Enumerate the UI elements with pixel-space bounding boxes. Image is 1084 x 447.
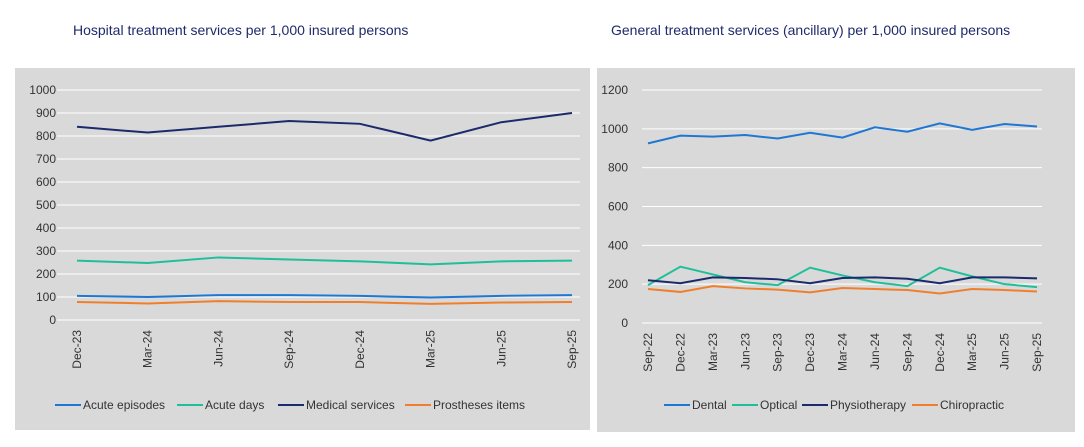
x-tick-label: Dec-24 bbox=[353, 330, 367, 369]
legend-label: Optical bbox=[760, 398, 797, 412]
x-tick-label: Sep-25 bbox=[565, 330, 579, 369]
chart-title-general: General treatment services (ancillary) p… bbox=[611, 22, 1011, 38]
series-line-medical-services bbox=[76, 112, 573, 142]
y-tick-label: 600 bbox=[36, 175, 56, 189]
y-tick-label: 700 bbox=[36, 152, 56, 166]
y-tick-label: 1000 bbox=[29, 83, 56, 97]
legend-label: Acute days bbox=[205, 398, 264, 412]
x-tick-label: Sep-24 bbox=[282, 330, 296, 369]
y-tick-label: 200 bbox=[608, 277, 628, 291]
x-tick-label: Mar-24 bbox=[836, 333, 850, 371]
chart-title-hospital: Hospital treatment services per 1,000 in… bbox=[73, 22, 409, 38]
x-tick-label: Dec-23 bbox=[70, 330, 84, 369]
x-tick-label: Mar-23 bbox=[706, 333, 720, 371]
x-tick-label: Dec-23 bbox=[803, 333, 817, 372]
x-tick-label: Sep-25 bbox=[1030, 333, 1044, 372]
legend-label: Prostheses items bbox=[433, 398, 525, 412]
series-line-acute-episodes bbox=[76, 294, 573, 299]
y-tick-label: 500 bbox=[36, 198, 56, 212]
x-tick-label: Jun-25 bbox=[494, 330, 508, 367]
y-tick-label: 800 bbox=[608, 161, 628, 175]
legend-label: Chiropractic bbox=[940, 398, 1004, 412]
legend-label: Acute episodes bbox=[83, 398, 165, 412]
y-tick-label: 800 bbox=[36, 129, 56, 143]
series-line-acute-days bbox=[76, 256, 573, 266]
x-tick-label: Dec-24 bbox=[933, 333, 947, 372]
x-tick-label: Jun-23 bbox=[738, 333, 752, 370]
legend-label: Physiotherapy bbox=[830, 398, 906, 412]
x-tick-label: Dec-22 bbox=[673, 333, 687, 372]
x-tick-label: Sep-24 bbox=[900, 333, 914, 372]
x-tick-label: Jun-24 bbox=[211, 330, 225, 367]
x-tick-label: Jun-24 bbox=[868, 333, 882, 370]
series-line-physiotherapy bbox=[647, 276, 1038, 285]
y-tick-label: 300 bbox=[36, 244, 56, 258]
plot-panel bbox=[597, 68, 1075, 432]
y-tick-label: 0 bbox=[49, 313, 56, 327]
legend-label: Medical services bbox=[306, 398, 395, 412]
x-tick-label: Mar-25 bbox=[424, 330, 438, 368]
y-tick-label: 600 bbox=[608, 200, 628, 214]
x-tick-label: Jun-25 bbox=[998, 333, 1012, 370]
y-tick-label: 0 bbox=[621, 316, 628, 330]
y-tick-label: 400 bbox=[608, 238, 628, 252]
series-line-chiropractic bbox=[647, 285, 1038, 295]
y-tick-label: 400 bbox=[36, 221, 56, 235]
y-tick-label: 100 bbox=[36, 290, 56, 304]
x-tick-label: Sep-23 bbox=[771, 333, 785, 372]
series-line-dental bbox=[647, 122, 1038, 145]
x-tick-label: Sep-22 bbox=[641, 333, 655, 372]
x-tick-label: Mar-25 bbox=[965, 333, 979, 371]
x-tick-label: Mar-24 bbox=[141, 330, 155, 368]
y-tick-label: 900 bbox=[36, 106, 56, 120]
y-tick-label: 1000 bbox=[601, 122, 628, 136]
series-line-prostheses-items bbox=[76, 300, 573, 305]
y-tick-label: 200 bbox=[36, 267, 56, 281]
legend-label: Dental bbox=[692, 398, 727, 412]
plot-panel bbox=[15, 68, 590, 430]
y-tick-label: 1200 bbox=[601, 83, 628, 97]
